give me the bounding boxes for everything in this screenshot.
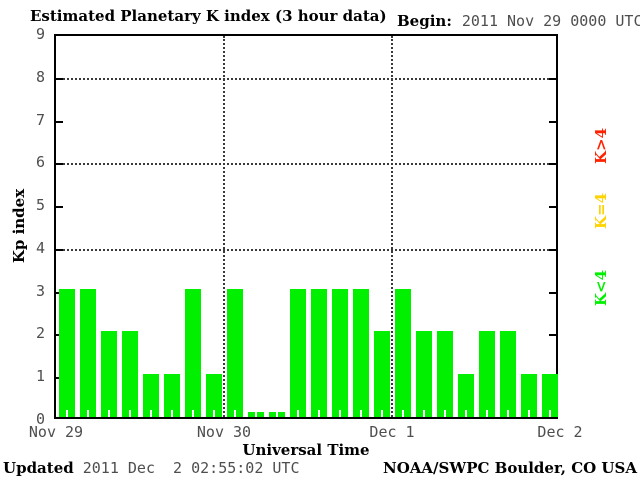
y-tick — [549, 334, 556, 337]
x-tick-label: Dec 2 — [537, 423, 583, 441]
x-tick-notch — [212, 410, 215, 417]
kp-bar — [268, 412, 285, 417]
x-tick-notch — [191, 410, 194, 417]
kp-bar — [499, 331, 516, 417]
updated-label: Updated — [3, 459, 74, 477]
x-tick-notch — [233, 410, 236, 417]
x-tick-notch — [527, 410, 530, 417]
kp-bar — [373, 331, 390, 417]
kp-bar — [394, 288, 411, 417]
y-tick — [549, 120, 556, 123]
y-tick — [56, 120, 63, 123]
kp-bar — [163, 374, 180, 417]
x-tick-notch — [443, 410, 446, 417]
kp-bar — [331, 288, 348, 417]
day-boundary-line — [391, 36, 393, 417]
x-tick-notch — [296, 410, 299, 417]
kp-bar — [415, 331, 432, 417]
x-tick-notch — [401, 410, 404, 417]
x-tick-notch — [128, 410, 131, 417]
y-tick — [549, 206, 556, 209]
gridline-y6 — [56, 163, 556, 166]
plot-area — [54, 34, 558, 419]
kp-bar — [79, 288, 96, 417]
updated-timestamp: Updated 2011 Dec 2 02:55:02 UTC — [3, 459, 300, 477]
kp-bar — [478, 331, 495, 417]
kp-bar — [247, 412, 264, 417]
y-tick-label: 8 — [35, 67, 45, 86]
x-tick-notch — [464, 410, 467, 417]
y-tick — [549, 77, 556, 80]
y-tick-label: 1 — [35, 367, 45, 386]
y-tick — [56, 163, 63, 166]
x-tick-notch — [317, 410, 320, 417]
gridline-y4 — [56, 248, 556, 251]
kp-bar — [289, 288, 306, 417]
y-tick-label: 3 — [35, 281, 45, 300]
source-attribution: NOAA/SWPC Boulder, CO USA — [382, 459, 637, 477]
begin-time: Begin: 2011 Nov 29 0000 UTC — [397, 12, 640, 30]
x-tick-notch — [506, 410, 509, 417]
kp-bar — [520, 374, 537, 417]
kp-bar — [436, 331, 453, 417]
legend-item: K=4 — [592, 192, 610, 230]
x-tick-notch — [485, 410, 488, 417]
kp-bar — [310, 288, 327, 417]
y-tick — [549, 291, 556, 294]
y-tick-label: 5 — [35, 196, 45, 215]
updated-value: 2011 Dec 2 02:55:02 UTC — [82, 459, 300, 477]
y-tick — [56, 77, 63, 80]
y-tick-label: 4 — [35, 238, 45, 257]
kp-bar — [352, 288, 369, 417]
begin-value: 2011 Nov 29 0000 UTC — [461, 12, 640, 30]
x-tick-notch — [86, 410, 89, 417]
begin-label: Begin: — [397, 12, 452, 30]
legend-item: K<4 — [592, 269, 610, 307]
x-tick-notch — [275, 412, 278, 417]
x-tick-notch — [359, 410, 362, 417]
x-tick-notch — [254, 412, 257, 417]
x-tick-notch — [107, 410, 110, 417]
y-tick — [549, 163, 556, 166]
y-tick-label: 0 — [35, 410, 45, 428]
y-tick-label: 7 — [35, 110, 45, 129]
x-tick-notch — [548, 410, 551, 417]
legend-item: K>4 — [592, 127, 610, 165]
x-tick-label: Dec 1 — [369, 423, 415, 441]
x-tick-notch — [65, 410, 68, 417]
x-tick-label: Nov 30 — [196, 423, 252, 441]
kp-bar — [205, 374, 222, 417]
y-tick — [56, 206, 63, 209]
y-tick — [549, 248, 556, 251]
chart-title: Estimated Planetary K index (3 hour data… — [30, 7, 387, 25]
day-boundary-line — [223, 36, 225, 417]
kp-bar — [58, 288, 75, 417]
kp-bar — [184, 288, 201, 417]
kp-bar — [121, 331, 138, 417]
gridline-y8 — [56, 77, 556, 80]
y-tick-label: 6 — [35, 153, 45, 172]
y-tick-label: 9 — [35, 25, 45, 43]
x-tick-notch — [338, 410, 341, 417]
x-axis-title: Universal Time — [242, 441, 370, 459]
kp-bar — [142, 374, 159, 417]
x-tick-label: Nov 29 — [28, 423, 84, 441]
kp-bar — [457, 374, 474, 417]
y-tick — [56, 248, 63, 251]
x-tick-notch — [380, 410, 383, 417]
kp-bar — [100, 331, 117, 417]
x-tick-notch — [149, 410, 152, 417]
kp-bar — [541, 374, 558, 417]
kp-bar — [226, 288, 243, 417]
y-tick-label: 2 — [35, 324, 45, 343]
x-tick-notch — [170, 410, 173, 417]
x-tick-notch — [422, 410, 425, 417]
